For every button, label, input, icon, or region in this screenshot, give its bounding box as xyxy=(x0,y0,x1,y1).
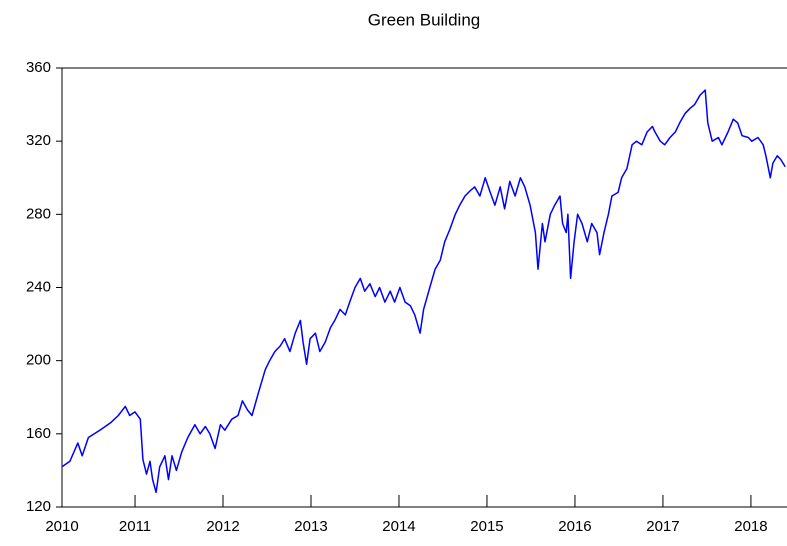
y-tick-label: 120 xyxy=(26,498,51,515)
y-tick-label: 200 xyxy=(26,352,51,369)
x-tick-label: 2011 xyxy=(119,518,151,535)
x-tick-label: 2017 xyxy=(646,518,679,535)
x-tick-label: 2013 xyxy=(294,518,327,535)
line xyxy=(61,89,786,494)
y-tick-label: 280 xyxy=(26,205,51,222)
y-tick-label: 160 xyxy=(26,425,51,442)
y-tick-label: 320 xyxy=(26,132,51,149)
y-tick-label: 240 xyxy=(26,278,51,295)
x-tick-label: 2012 xyxy=(206,518,239,535)
x-tick-label: 2018 xyxy=(734,518,767,535)
x-tick-label: 2010 xyxy=(45,518,78,535)
x-tick-label: 2015 xyxy=(470,518,503,535)
chart-title: Green Building xyxy=(368,10,480,29)
x-tick-label: 2014 xyxy=(382,518,415,535)
y-tick-label: 360 xyxy=(26,59,51,76)
x-tick-label: 2016 xyxy=(558,518,591,535)
